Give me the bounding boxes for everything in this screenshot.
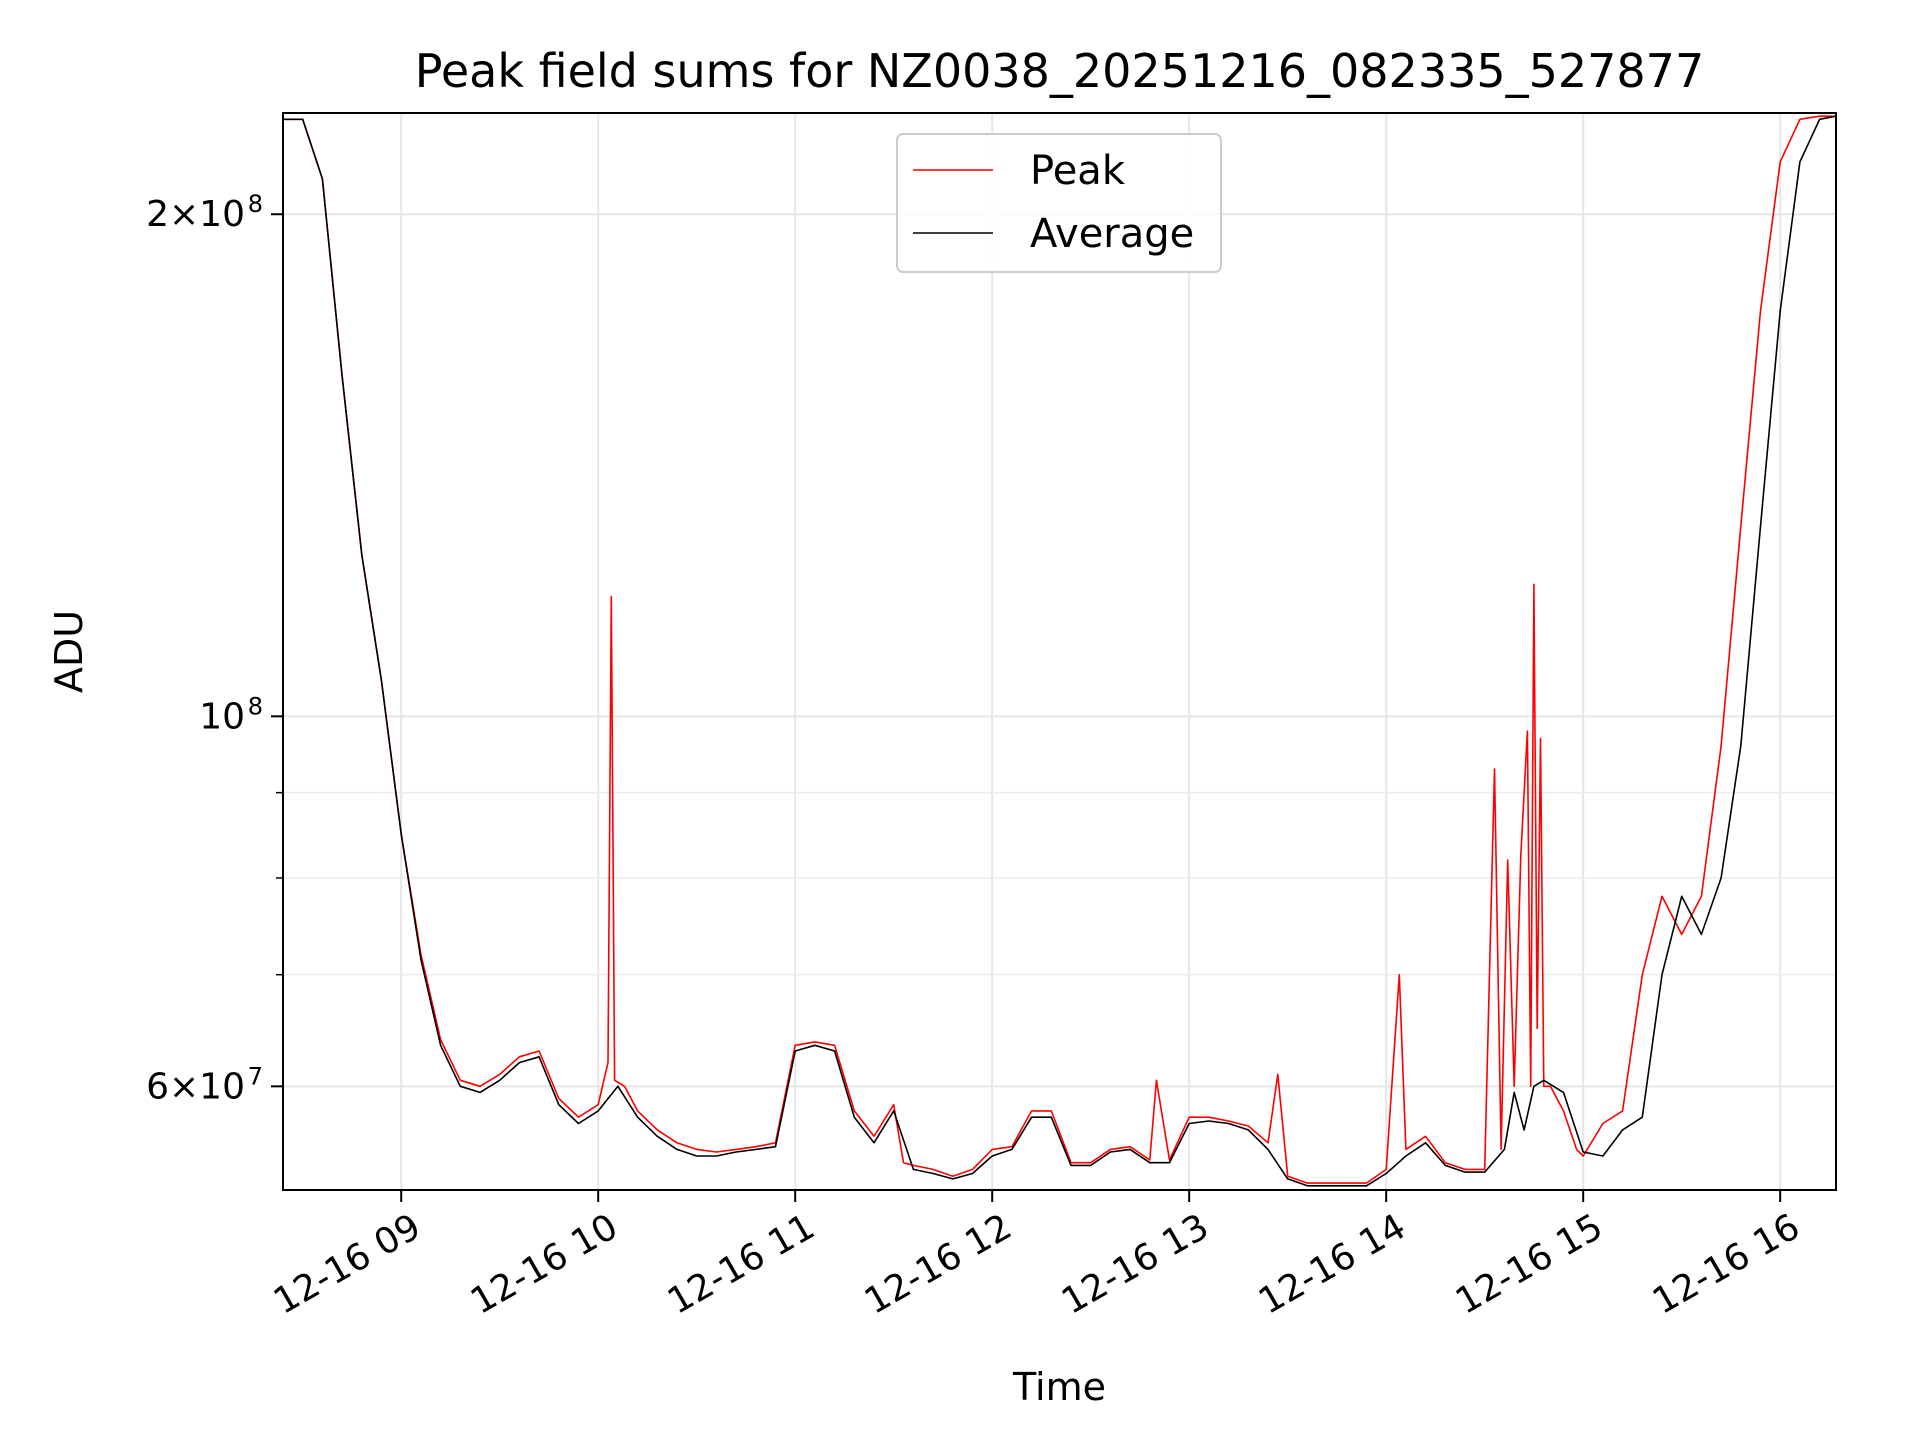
y-tick-label-exponent: 8	[248, 692, 263, 720]
y-tick-label: 6×10	[146, 1066, 245, 1107]
chart-title: Peak field sums for NZ0038_20251216_0823…	[415, 44, 1704, 98]
series-line-peak	[283, 115, 1836, 1184]
y-tick-label-base: 10	[199, 696, 245, 737]
y-axis-label: ADU	[47, 610, 91, 693]
y-tick-label: 2×10	[146, 194, 245, 235]
legend-label-average: Average	[1030, 211, 1194, 257]
y-tick-label-base: 2×10	[146, 194, 245, 235]
x-axis-label: Time	[1012, 1365, 1106, 1409]
legend: Peak Average	[896, 133, 1222, 273]
y-tick-label-base: 6×10	[146, 1066, 245, 1107]
legend-label-peak: Peak	[1030, 148, 1126, 194]
y-tick-label-exponent: 7	[248, 1062, 263, 1090]
series-layer	[283, 115, 1836, 1187]
y-tick-label-exponent: 8	[248, 190, 263, 218]
plot-frame	[282, 112, 1837, 1191]
y-tick-label: 10	[199, 696, 245, 737]
series-line-average	[283, 115, 1836, 1187]
legend-box	[896, 133, 1222, 273]
